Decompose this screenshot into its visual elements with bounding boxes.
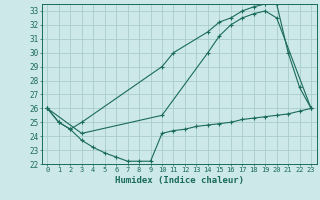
X-axis label: Humidex (Indice chaleur): Humidex (Indice chaleur) [115,176,244,185]
